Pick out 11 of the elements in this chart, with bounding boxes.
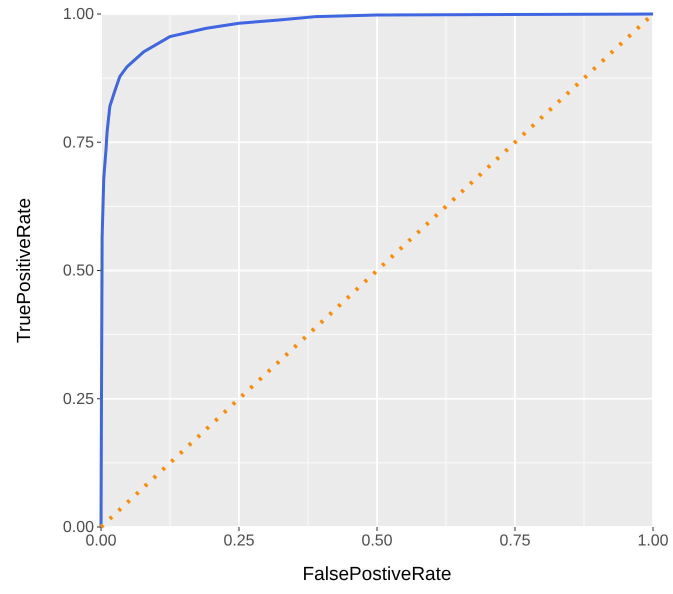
x-tick-label: 0.50 [361,532,393,550]
y-axis-title: TruePositiveRate [14,198,35,344]
y-tick-label: 0.75 [62,134,94,152]
x-tick-label: 1.00 [637,532,669,550]
y-tick-label: 1.00 [62,6,94,24]
x-tick-label: 0.25 [223,532,255,550]
x-axis-title: FalsePostiveRate [302,564,452,585]
y-tick-label: 0.25 [62,390,94,408]
y-tick-label: 0.50 [62,262,94,280]
x-tick-label: 0.00 [85,532,117,550]
x-tick-label: 0.75 [499,532,531,550]
